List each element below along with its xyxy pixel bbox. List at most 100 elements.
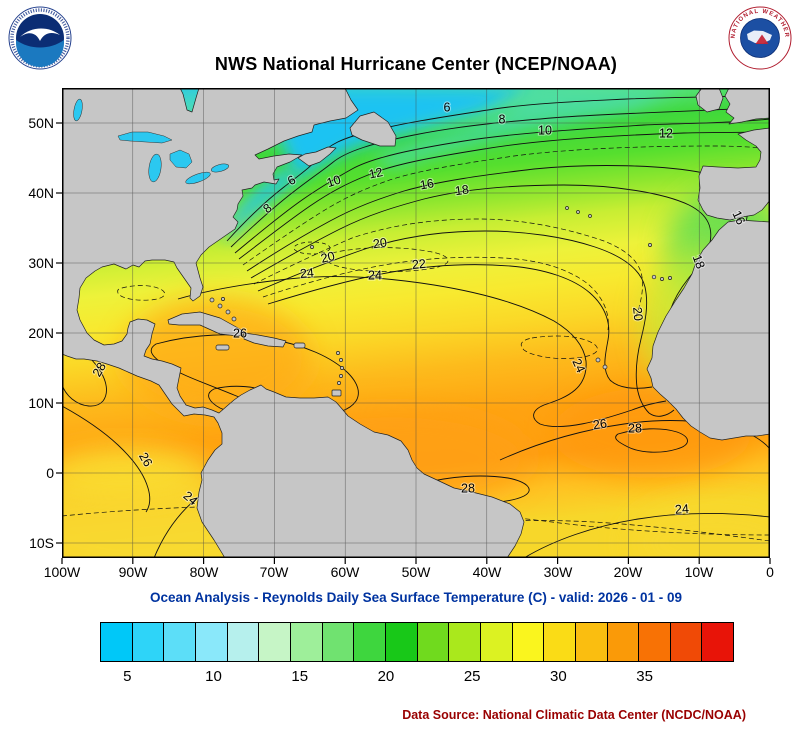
colorbar-cell [322, 623, 354, 661]
colorbar-tick-25: 25 [463, 668, 481, 685]
great-lakes [73, 98, 229, 185]
lon-label-80w: 80W [189, 564, 219, 580]
contour-label: 24 [675, 502, 690, 517]
contour-label: 24 [299, 266, 314, 281]
contour-20c [257, 230, 675, 417]
colorbar-cell [449, 623, 480, 661]
colorbar-cell [195, 623, 227, 661]
lake-erie [185, 171, 211, 185]
contour-label: 8 [499, 112, 506, 126]
ireland [695, 88, 724, 113]
contour-21c-dashed [262, 256, 609, 331]
colorbar-tick-labels: 5 10 15 20 25 30 35 [100, 668, 734, 688]
noaa-logo-graphic [8, 6, 72, 70]
contour-22c [267, 264, 653, 389]
contour-label: 16 [419, 176, 435, 192]
nova-scotia [297, 146, 337, 167]
hispaniola [243, 332, 287, 348]
colorbar-cell [259, 623, 290, 661]
colorbar-tick-15: 15 [291, 668, 309, 685]
contour-28c-east [615, 428, 688, 453]
axis-ticks [56, 122, 771, 564]
lat-label-30n: 30N [28, 255, 54, 271]
north-and-south-america [62, 88, 525, 558]
lake-michigan [148, 153, 162, 183]
lon-label-30w: 30W [543, 564, 573, 580]
contour-label: 18 [454, 182, 470, 198]
colorbar-tick-20: 20 [377, 668, 395, 685]
colorbar-cell [639, 623, 670, 661]
africa [646, 219, 770, 441]
colorbar-cell [417, 623, 449, 661]
colorbar-cell [544, 623, 575, 661]
lon-label-20w: 20W [613, 564, 643, 580]
colorbar-cells [101, 623, 734, 661]
contour-loop-bermuda-dashed [293, 241, 331, 255]
nws-logo-storm-icon [755, 34, 769, 44]
contour-label: 26 [233, 326, 247, 340]
contour-18c [250, 184, 712, 335]
contour-label: 12 [659, 126, 673, 140]
page-title: NWS National Hurricane Center (NCEP/NOAA… [214, 54, 618, 74]
lon-label-50w: 50W [401, 564, 431, 580]
contour-loop-gulf-dashed [117, 285, 165, 301]
map-frame [62, 88, 770, 558]
contour-26c-pacific [62, 405, 151, 513]
sst-map-canvas: 6 8 10 12 18 16 6 8 10 12 16 18 20 20 20… [56, 88, 771, 564]
contour-label: 12 [368, 165, 385, 182]
colorbar-tick-10: 10 [205, 668, 222, 685]
lesser-antilles [331, 351, 344, 397]
great-britain [724, 88, 770, 125]
lat-label-40n: 40N [28, 185, 54, 201]
lat-label-0: 0 [46, 465, 54, 481]
bermuda [310, 245, 314, 249]
lon-label-100w: 100W [43, 564, 81, 580]
lake-superior [117, 131, 173, 144]
data-source: Data Source: National Climatic Data Cent… [402, 708, 746, 722]
canary-islands [651, 274, 672, 281]
sst-map: 6 8 10 12 18 16 6 8 10 12 16 18 20 20 20… [56, 88, 771, 564]
contour-label: 28 [628, 421, 642, 435]
colorbar-cell [670, 623, 702, 661]
lon-label-90w: 90W [118, 564, 148, 580]
trinidad [331, 389, 342, 397]
jamaica [215, 344, 230, 351]
contour-14c-dashed [242, 145, 770, 266]
colorbar-cell [607, 623, 639, 661]
contour-label: 10 [325, 173, 343, 191]
colorbar-cell [227, 623, 259, 661]
lake-ontario [211, 163, 229, 173]
cool-transition-patch [372, 88, 682, 168]
graticule [62, 88, 770, 558]
colorbar-cell [101, 623, 132, 661]
lon-label-70w: 70W [259, 564, 289, 580]
colorbar-cell [512, 623, 544, 661]
lon-label-40w: 40W [472, 564, 502, 580]
colorbar-cell [385, 623, 417, 661]
france-iberia [697, 127, 770, 221]
map-caption: Ocean Analysis - Reynolds Daily Sea Surf… [150, 590, 682, 605]
colorbar-tick-35: 35 [636, 668, 653, 685]
contour-label: 26 [592, 416, 608, 432]
colorbar-cell [164, 623, 195, 661]
colorbar-tick-30: 30 [550, 668, 567, 685]
lon-label-60w: 60W [330, 564, 360, 580]
contour-label: 28 [461, 481, 475, 495]
colorbar-cell [575, 623, 607, 661]
contour-loop-sargasso-dashed [325, 247, 449, 272]
newfoundland [349, 111, 397, 147]
lon-label-10w: 10W [684, 564, 714, 580]
contour-label: 24 [368, 268, 382, 282]
colorbar-cell [702, 623, 734, 661]
colorbar-cell [132, 623, 164, 661]
noaa-logo-gull-icon [20, 28, 60, 41]
lat-label-10n: 10N [28, 395, 54, 411]
contour-10c [234, 118, 770, 254]
noaa-logo-ring-text [10, 8, 70, 68]
contour-24c [177, 276, 667, 428]
sst-contours [62, 94, 770, 558]
cape-verde [595, 357, 608, 370]
nws-logo-graphic: NATIONAL WEATHER SERVICE [728, 6, 792, 70]
contour-label: 16 [729, 208, 748, 227]
colorbar-tick-5: 5 [123, 668, 132, 685]
